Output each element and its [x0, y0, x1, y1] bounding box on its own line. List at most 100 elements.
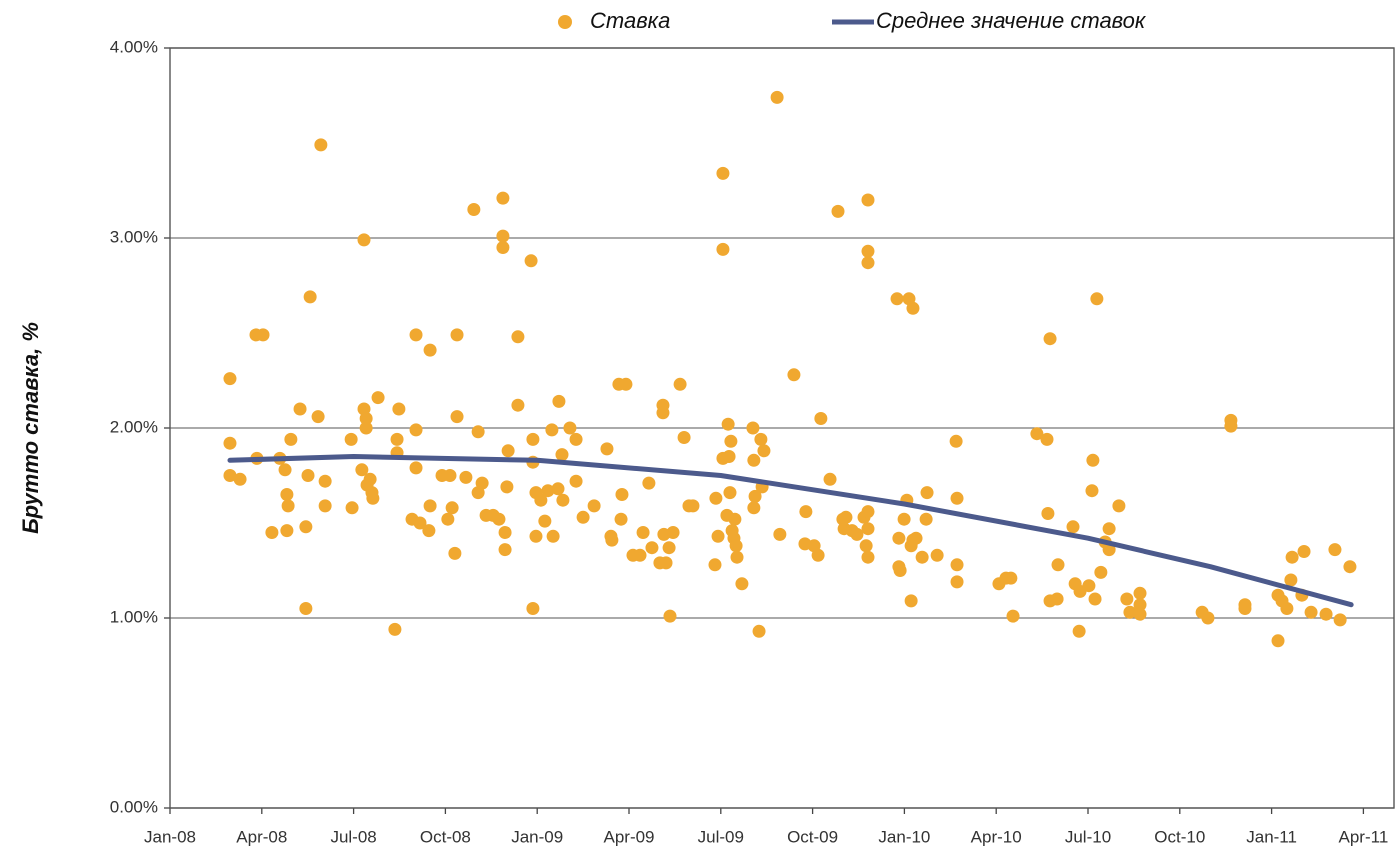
scatter-point	[1066, 520, 1080, 534]
scatter-point	[752, 624, 766, 638]
scatter-point	[355, 463, 369, 477]
scatter-point	[318, 499, 332, 513]
scatter-point	[280, 488, 294, 501]
scatter-point	[811, 548, 825, 562]
scatter-point	[716, 166, 730, 180]
scatter-point	[492, 512, 506, 526]
scatter-point	[636, 526, 650, 539]
scatter-point	[390, 432, 404, 446]
scatter-point	[906, 301, 920, 315]
scatter-point	[366, 491, 380, 505]
scatter-point	[1120, 592, 1134, 606]
scatter-point	[645, 541, 659, 555]
scatter-point	[677, 431, 691, 444]
scatter-point	[861, 505, 875, 519]
scatter-point	[861, 550, 875, 564]
scatter-point	[721, 417, 735, 431]
scatter-point	[663, 609, 677, 623]
scatter-point	[534, 493, 548, 507]
y-tick-label: 1.00%	[110, 607, 158, 626]
scatter-point	[1123, 605, 1137, 619]
y-tick-label: 3.00%	[110, 227, 158, 246]
x-tick-label: Jan-08	[144, 827, 196, 846]
scatter-point	[496, 241, 510, 254]
scatter-point	[498, 526, 512, 539]
scatter-point	[747, 453, 761, 467]
scatter-point	[839, 510, 853, 524]
scatter-point	[861, 193, 875, 207]
scatter-point	[422, 524, 436, 538]
scatter-point	[569, 474, 583, 488]
scatter-point	[730, 550, 744, 564]
scatter-point	[949, 434, 963, 448]
scatter-point	[299, 520, 313, 534]
scatter-point	[1133, 598, 1147, 612]
scatter-point	[723, 486, 737, 500]
scatter-point	[526, 602, 540, 615]
scatter-point	[552, 394, 566, 408]
scatter-point	[301, 469, 315, 482]
scatter-point	[1102, 522, 1116, 536]
scatter-point	[930, 548, 944, 562]
scatter-point	[619, 377, 633, 391]
scatter-point	[747, 501, 761, 515]
scatter-point	[511, 398, 525, 412]
scatter-point	[814, 412, 828, 425]
scatter-point	[614, 512, 628, 526]
scatter-point	[1285, 550, 1299, 564]
x-tick-label: Jan-11	[1246, 827, 1297, 846]
plot-frame	[169, 47, 1395, 809]
scatter-point	[1112, 499, 1126, 513]
scatter-point	[233, 472, 247, 486]
scatter-point	[861, 244, 875, 258]
scatter-point	[770, 90, 784, 104]
scatter-point	[746, 421, 760, 435]
scatter-point	[345, 501, 359, 515]
scatter-point	[1006, 609, 1020, 623]
scatter-point	[615, 488, 629, 501]
scatter-point	[450, 328, 464, 342]
scatter-point	[555, 448, 569, 462]
scatter-point	[359, 421, 373, 435]
scatter-point	[1284, 573, 1298, 587]
scatter-point	[450, 410, 464, 424]
scatter-point	[299, 602, 313, 615]
scatter-point	[600, 442, 614, 456]
scatter-point	[1224, 419, 1238, 433]
y-tick-label: 0.00%	[110, 797, 158, 816]
scatter-point	[748, 489, 762, 503]
scatter-point	[1328, 543, 1342, 557]
scatter-point	[1090, 292, 1104, 306]
scatter-point	[1271, 634, 1285, 648]
scatter-point	[569, 432, 583, 446]
scatter-point	[280, 524, 294, 538]
scatter-point	[556, 493, 570, 507]
scatter-point	[551, 482, 565, 496]
scatter-point	[223, 469, 237, 482]
scatter-point	[666, 526, 680, 539]
scatter-point	[538, 514, 552, 528]
x-tick-label: Apr-11	[1339, 827, 1389, 846]
scatter-point	[546, 529, 560, 543]
scatter-point	[757, 444, 771, 458]
scatter-point	[563, 421, 577, 435]
legend-swatch	[558, 15, 572, 29]
scatter-point	[709, 491, 723, 505]
scatter-point	[471, 425, 485, 439]
scatter-point	[787, 368, 801, 382]
scatter-point	[1297, 545, 1311, 558]
scatter-point	[831, 204, 845, 218]
scatter-point	[409, 461, 423, 475]
scatter-point	[423, 343, 437, 357]
scatter-point	[467, 203, 481, 216]
x-tick-label: Jul-10	[1065, 827, 1111, 846]
scatter-point	[475, 476, 489, 490]
scatter-point	[897, 512, 911, 526]
scatter-point	[303, 290, 317, 304]
scatter-point	[950, 491, 964, 505]
scatter-point	[1043, 332, 1057, 346]
scatter-point	[915, 550, 929, 564]
